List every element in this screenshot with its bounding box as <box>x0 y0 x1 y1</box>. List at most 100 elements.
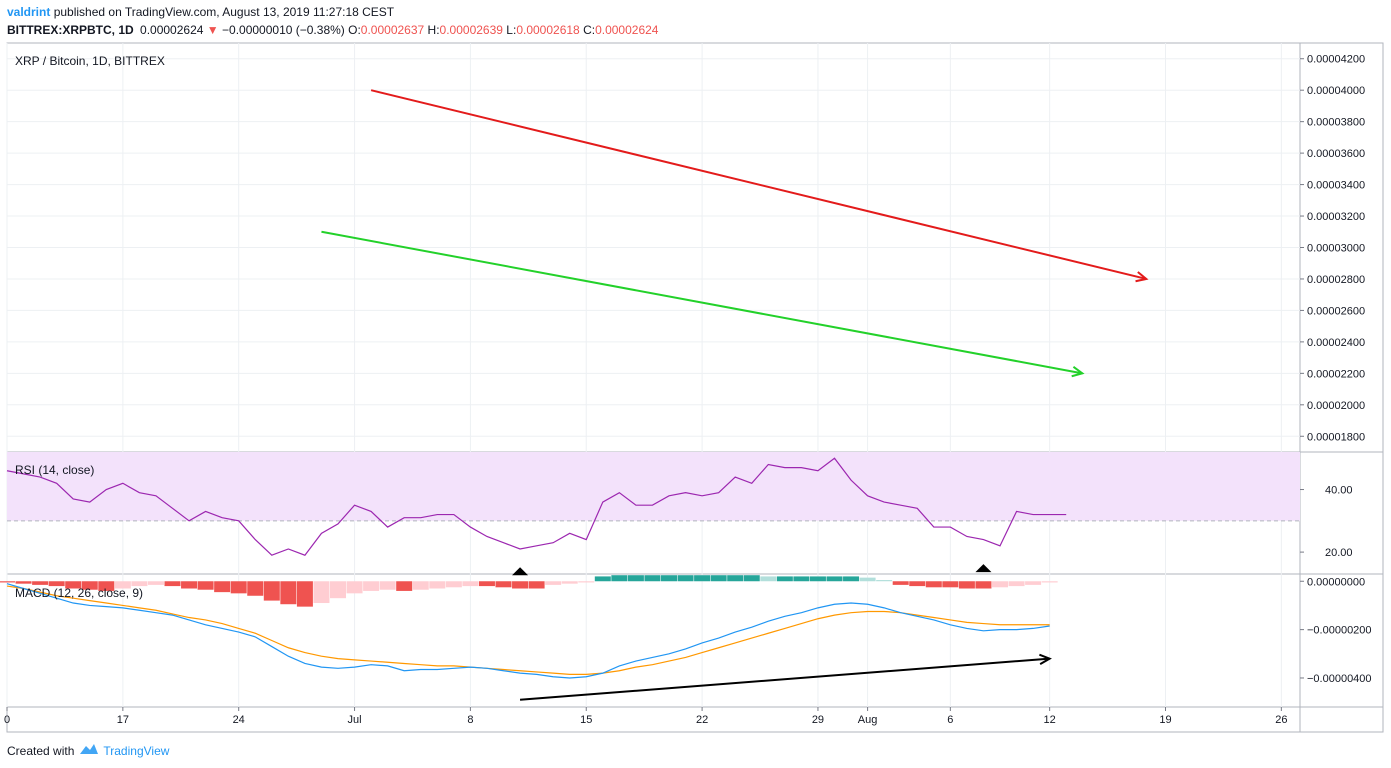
macd-histogram-bar <box>627 575 644 582</box>
price-axis-label: 0.00003600 <box>1307 148 1365 160</box>
time-axis-label: 26 <box>1275 714 1287 726</box>
macd-divergence-line[interactable] <box>519 657 1050 701</box>
open-value: 0.00002637 <box>360 23 425 37</box>
close-label: C: <box>583 23 596 37</box>
macd-histogram-bar <box>98 581 115 591</box>
macd-histogram-bar <box>296 581 313 607</box>
low-label: L: <box>506 23 517 37</box>
time-axis-label: 22 <box>696 714 708 726</box>
change-arrow-icon: ▼ <box>206 23 219 37</box>
price-axis-label: 0.00003400 <box>1307 180 1365 192</box>
rsi-axis-label: 20.00 <box>1325 547 1353 559</box>
macd-axis-label: −0.00000400 <box>1307 673 1372 685</box>
macd-histogram-bar <box>992 581 1008 588</box>
symbol-label: BITTREX:XRPBTC, 1D <box>7 23 134 37</box>
macd-histogram-bar <box>793 576 810 582</box>
price-axis-label: 0.00002800 <box>1307 274 1365 286</box>
macd-histogram-bar <box>876 580 893 582</box>
macd-histogram-bar <box>1008 581 1025 587</box>
macd-histogram-bar <box>727 575 744 582</box>
macd-axis-label: −0.00000200 <box>1307 625 1372 637</box>
macd-histogram-bar <box>826 576 843 582</box>
macd-axis-label: 0.00000000 <box>1307 576 1365 588</box>
macd-divergence-line-arrowhead <box>1039 653 1052 666</box>
macd-histogram-bar <box>942 581 959 588</box>
last-price: 0.00002624 <box>140 23 204 37</box>
macd-histogram-bar <box>743 575 760 582</box>
chart-frame <box>6 42 1384 733</box>
macd-histogram-bar <box>65 581 82 589</box>
macd-histogram-bar <box>1025 581 1042 585</box>
macd-histogram-bar <box>925 581 942 588</box>
macd-histogram-bar <box>495 581 512 588</box>
price-axis-label: 0.00003200 <box>1307 211 1365 223</box>
macd-histogram-bar <box>214 581 231 593</box>
macd-histogram-bar <box>379 581 396 590</box>
price-pane-title: XRP / Bitcoin, 1D, BITTREX <box>15 54 165 68</box>
macd-histogram-bar <box>280 581 297 605</box>
time-axis-label: 19 <box>1159 714 1171 726</box>
author-link[interactable]: valdrint <box>7 5 51 19</box>
time-axis-label: 0 <box>4 714 10 726</box>
time-axis-label: 12 <box>1044 714 1056 726</box>
macd-histogram-bar <box>958 581 975 589</box>
macd-histogram-bar <box>131 581 148 587</box>
macd-histogram-bar <box>1041 581 1058 583</box>
ohlc-line: BITTREX:XRPBTC, 1D 0.00002624 ▼ −0.00000… <box>7 23 658 37</box>
macd-histogram-bar <box>512 581 529 589</box>
rsi-marker-triangle <box>512 567 529 576</box>
macd-line[interactable] <box>6 583 1050 679</box>
macd-histogram-bar <box>181 581 198 589</box>
macd-histogram-bar <box>164 581 181 587</box>
macd-histogram-bar <box>578 581 595 583</box>
tradingview-logo-icon <box>78 742 100 759</box>
macd-histogram-bar <box>346 581 363 594</box>
macd-histogram-bar <box>859 577 876 582</box>
macd-histogram-bar <box>230 581 247 594</box>
macd-histogram-bar <box>445 581 462 588</box>
price-axis-label: 0.00003000 <box>1307 243 1365 255</box>
macd-histogram-bar <box>611 575 628 582</box>
published-line: valdrint published on TradingView.com, A… <box>7 5 394 19</box>
macd-histogram-bar <box>263 581 280 601</box>
macd-histogram-bar <box>81 581 98 590</box>
macd-histogram-bar <box>429 581 446 589</box>
time-axis-label: Aug <box>858 714 878 726</box>
macd-histogram-bar <box>661 575 677 582</box>
rsi-band <box>7 452 1300 521</box>
macd-histogram-bar <box>694 575 711 582</box>
macd-histogram-bar <box>892 581 909 585</box>
trendline-lower[interactable] <box>321 230 1083 375</box>
macd-histogram-bar <box>843 576 860 582</box>
trendline-upper[interactable] <box>370 89 1147 280</box>
low-value: 0.00002618 <box>516 23 580 37</box>
rsi-pane-title: RSI (14, close) <box>15 463 94 477</box>
time-axis-label: 8 <box>467 714 473 726</box>
price-axis-label: 0.00003800 <box>1307 117 1365 129</box>
macd-histogram-bar <box>114 581 131 589</box>
macd-histogram-bar <box>462 581 479 587</box>
macd-pane-title: MACD (12, 26, close, 9) <box>15 586 143 600</box>
macd-histogram-bar <box>32 581 49 585</box>
rsi-line[interactable] <box>6 457 1067 556</box>
tradingview-brand-link[interactable]: TradingView <box>103 743 170 758</box>
macd-histogram-bar <box>776 576 793 582</box>
macd-histogram-bar <box>561 581 578 584</box>
time-axis-label: Jul <box>348 714 362 726</box>
macd-signal-line[interactable] <box>6 585 1050 675</box>
macd-histogram-bar <box>710 575 727 582</box>
macd-histogram-bar <box>15 581 32 584</box>
macd-histogram-bar <box>197 581 214 590</box>
macd-histogram-bar <box>147 581 164 585</box>
macd-histogram-bar <box>313 581 330 604</box>
price-axis-label: 0.00002000 <box>1307 400 1365 412</box>
macd-histogram-bar <box>247 581 264 596</box>
price-axis-label: 0.00002400 <box>1307 337 1365 349</box>
macd-histogram-bar <box>809 576 826 582</box>
price-axis-label: 0.00002600 <box>1307 305 1365 317</box>
macd-histogram-bar <box>528 581 545 589</box>
high-label: H: <box>427 23 440 37</box>
price-axis-label: 0.00004000 <box>1307 85 1365 97</box>
change-value: −0.00000010 (−0.38%) <box>222 23 345 37</box>
